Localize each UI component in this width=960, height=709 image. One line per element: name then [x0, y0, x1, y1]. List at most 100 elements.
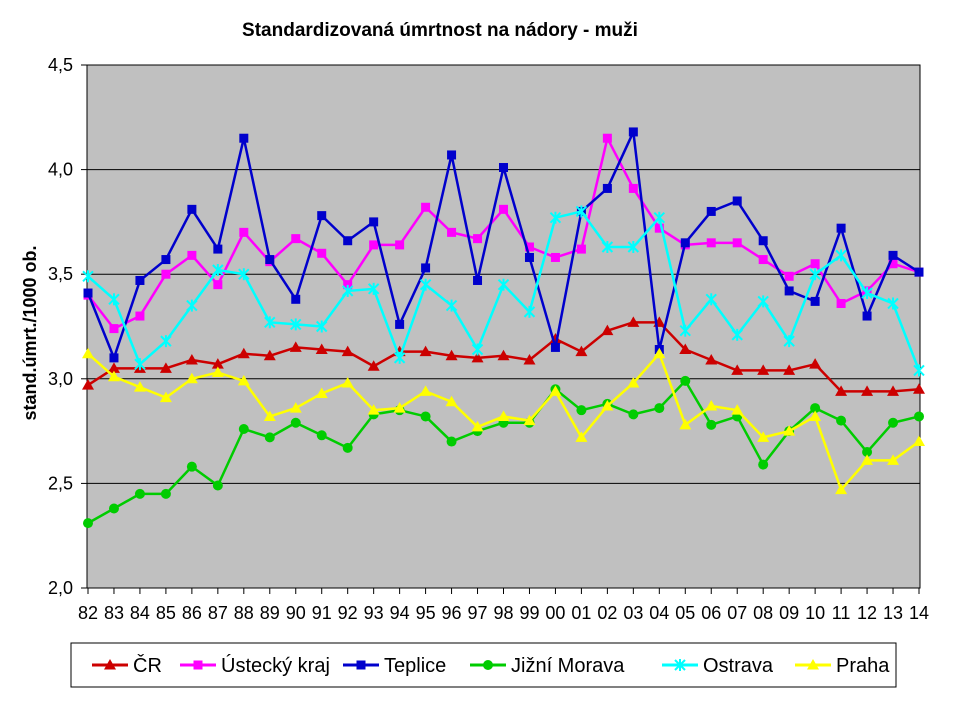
- series-5-point: [341, 376, 354, 388]
- series-3-point: [888, 417, 899, 428]
- series-0-point: [627, 316, 640, 327]
- series-3-point: [576, 405, 587, 416]
- legend-marker: [483, 660, 493, 670]
- series-2-point: [213, 244, 223, 254]
- series-0-point: [237, 347, 250, 359]
- series-0-point: [185, 353, 198, 365]
- series-3-point: [836, 415, 847, 426]
- series-3-point: [446, 436, 457, 447]
- series-4-point: [316, 320, 328, 333]
- series-0-point: [211, 358, 224, 369]
- x-tick-label: 86: [182, 603, 202, 623]
- series-1-point: [109, 324, 119, 334]
- series-4-point: [497, 278, 510, 291]
- series-0-point: [523, 353, 536, 365]
- series-5-point: [757, 431, 770, 442]
- series-1-point: [836, 298, 846, 308]
- series-0: [82, 316, 925, 396]
- series-1-point: [447, 227, 457, 237]
- x-tick-label: 87: [208, 603, 228, 623]
- x-tick-label: 85: [156, 603, 176, 623]
- x-tick-label: 13: [883, 603, 903, 623]
- series-5-point: [159, 391, 172, 403]
- series-5-point: [107, 370, 120, 382]
- series-2-point: [161, 255, 171, 265]
- series-1-point: [810, 259, 820, 269]
- series-2-point: [291, 294, 301, 304]
- series-5-point: [679, 418, 692, 430]
- series-5-point: [601, 399, 614, 411]
- series-1-point: [576, 244, 586, 254]
- series-5-point: [523, 414, 536, 426]
- series-2-point: [836, 223, 846, 233]
- series-2-point: [83, 288, 93, 298]
- series-1-point: [499, 204, 508, 214]
- series-1-point: [706, 238, 716, 248]
- series-4-point: [575, 205, 588, 218]
- series-5-point: [887, 454, 900, 465]
- series-1-point: [784, 271, 794, 281]
- y-axis-label: stand.úmrt./1000 ob.: [20, 245, 40, 420]
- series-3-point: [83, 518, 93, 529]
- series-4-point: [134, 358, 146, 371]
- series-3-point: [654, 403, 665, 414]
- series-1-point: [473, 234, 483, 244]
- series-1-point: [524, 242, 534, 252]
- series-4-point: [341, 284, 354, 297]
- series-0-point: [731, 364, 744, 375]
- x-tick-label: 09: [779, 603, 799, 623]
- series-5-point: [705, 399, 718, 411]
- series-2-point: [862, 311, 872, 321]
- series-0-point: [82, 379, 94, 390]
- series-5-point: [211, 366, 224, 378]
- series-1-point: [343, 280, 353, 290]
- legend-item-5: Praha: [795, 655, 890, 677]
- series-4-point: [705, 293, 717, 306]
- legend-items: ČR Ústecký kraj Teplice Jižní Morava Ostrava…: [92, 654, 890, 677]
- y-tick-label: 3,5: [48, 264, 73, 284]
- series-2-point: [888, 250, 898, 260]
- series-2-point: [109, 353, 119, 363]
- series-4-point: [809, 268, 821, 281]
- series-4-point: [367, 282, 380, 295]
- series-3-point: [706, 419, 717, 430]
- series-2-point: [628, 127, 638, 137]
- series-3-point: [186, 461, 197, 472]
- x-tick-label: 93: [364, 603, 384, 623]
- x-tick-label: 11: [832, 603, 851, 623]
- series-1-point: [421, 202, 431, 212]
- legend-label: Jižní Morava: [511, 655, 625, 677]
- legend-marker: [193, 660, 203, 670]
- series-5-point: [185, 372, 198, 384]
- series-2-point: [810, 296, 820, 306]
- series-2-point: [602, 183, 612, 193]
- series-1-point: [395, 240, 405, 250]
- x-tick-label: 12: [857, 603, 877, 623]
- series-0-point: [783, 364, 796, 375]
- series-2-point: [343, 236, 353, 246]
- series-3-point: [420, 411, 431, 422]
- x-tick-label: 88: [234, 603, 254, 623]
- series-4-point: [835, 249, 847, 262]
- series-0-point: [809, 358, 822, 369]
- plot-area: [86, 64, 921, 589]
- series-0-point: [835, 385, 848, 396]
- series-2-point: [550, 342, 560, 352]
- series-0-point: [497, 349, 510, 361]
- x-tick-label: 05: [675, 603, 695, 623]
- x-tick-label: 01: [571, 603, 591, 623]
- series-0-point: [341, 345, 354, 357]
- series-4-point: [238, 268, 250, 281]
- series-0-point: [913, 383, 925, 394]
- series-3-point: [810, 403, 821, 414]
- series-3-point: [290, 417, 301, 428]
- series-0-point: [159, 362, 172, 373]
- series-4-point: [471, 343, 484, 356]
- series-4-point: [679, 324, 691, 337]
- series-0-point: [445, 349, 458, 361]
- series-2-point: [447, 150, 457, 160]
- x-tick-label: 00: [545, 603, 565, 623]
- series-4-point: [264, 316, 276, 329]
- y-tick-label: 4,5: [48, 55, 73, 75]
- series-1-point: [888, 259, 898, 269]
